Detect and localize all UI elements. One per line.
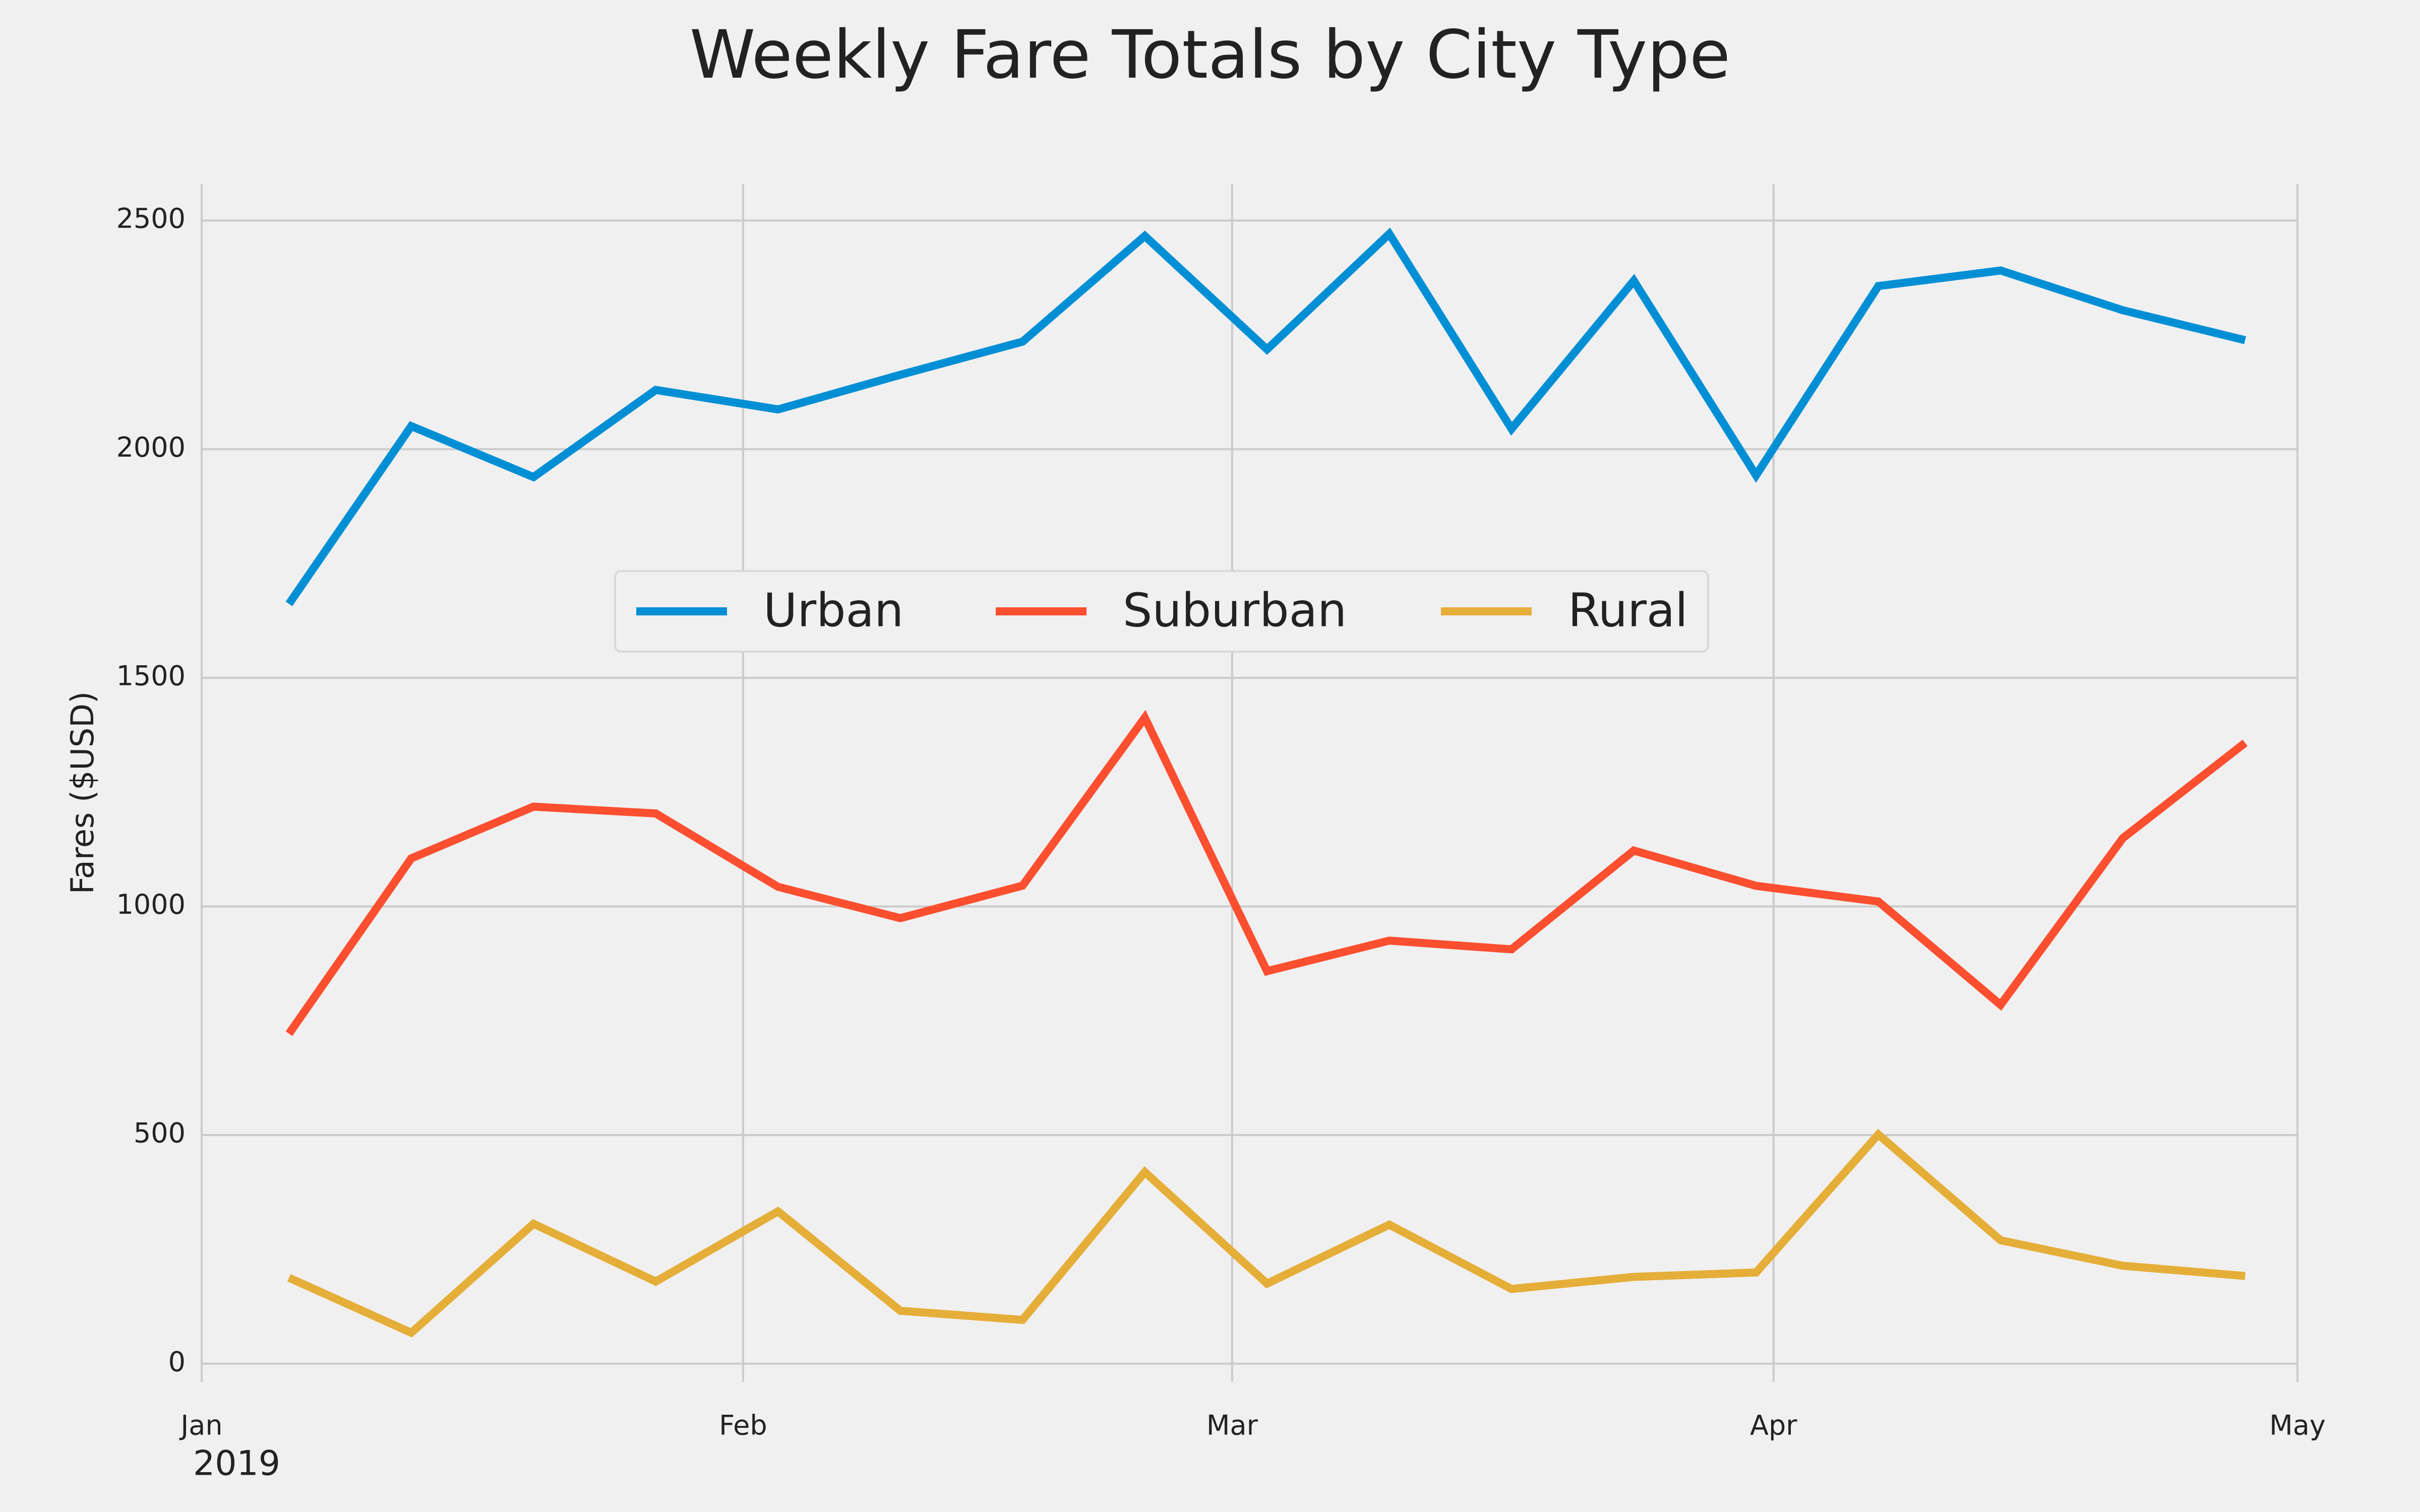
legend-label-rural: Rural — [1568, 583, 1688, 637]
y-tick-label: 1000 — [116, 889, 186, 920]
y-tick-label: 2000 — [116, 431, 186, 463]
y-tick-label: 1500 — [116, 660, 186, 691]
y-tick-label: 500 — [134, 1117, 186, 1149]
grid-lines — [201, 184, 2298, 1382]
x-tick-label: May — [2269, 1410, 2326, 1441]
series-line-suburban — [285, 710, 2248, 1036]
x-tick-label: Jan — [179, 1410, 222, 1441]
legend-box — [614, 570, 1709, 653]
y-tick-label: 2500 — [116, 203, 186, 234]
x-axis-offset-label: 2019 — [193, 1444, 280, 1484]
chart-title: Weekly Fare Totals by City Type — [690, 16, 1730, 94]
series-line-rural — [287, 1128, 2246, 1338]
x-tick-label: Feb — [719, 1410, 767, 1441]
y-axis-label: Fares ($USD) — [64, 691, 101, 895]
x-tick-label: Apr — [1750, 1410, 1797, 1441]
x-tick-label: Mar — [1206, 1410, 1258, 1441]
y-tick-label: 0 — [168, 1346, 186, 1377]
legend-label-suburban: Suburban — [1123, 583, 1347, 637]
series-lines — [285, 227, 2248, 1338]
series-line-urban — [285, 227, 2247, 606]
axes: 0 500 1000 1500 2000 2500 Jan Feb Mar Apr May — [116, 203, 2326, 1441]
legend-label-urban: Urban — [763, 583, 903, 637]
legend: Urban Suburban Rural — [614, 570, 1709, 653]
